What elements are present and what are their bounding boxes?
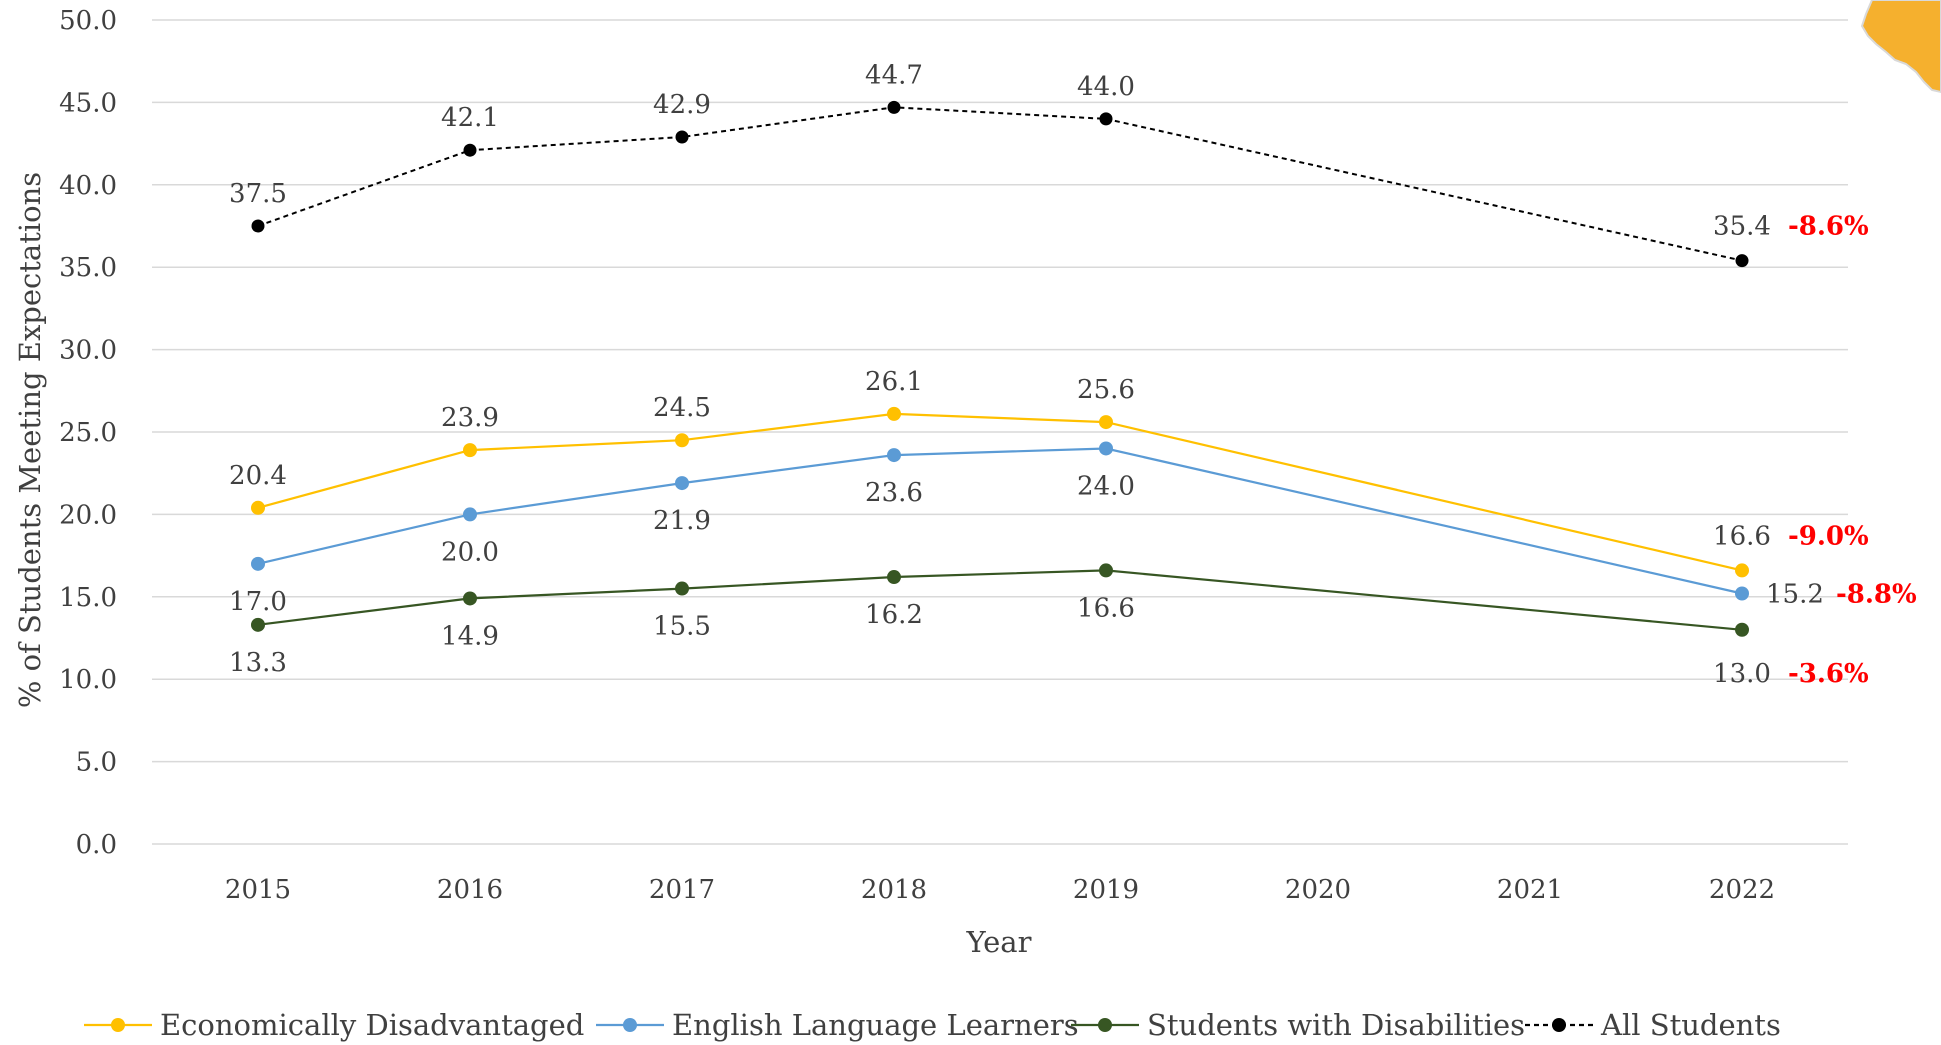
x-axis-title: Year	[966, 925, 1032, 959]
y-tick-label: 5.0	[76, 748, 117, 778]
y-tick-label: 50.0	[59, 6, 117, 36]
y-tick-label: 10.0	[59, 665, 117, 695]
y-tick-label: 40.0	[59, 171, 117, 201]
data-point	[1735, 563, 1749, 578]
change-label: -8.6%	[1788, 212, 1869, 242]
data-label: 17.0	[229, 587, 287, 617]
legend-label: Economically Disadvantaged	[160, 1008, 584, 1042]
x-tick-label: 2016	[437, 875, 503, 905]
y-tick-label: 25.0	[59, 418, 117, 448]
data-label: 16.6	[1077, 593, 1135, 623]
data-label: 35.4	[1713, 212, 1771, 242]
x-axis-ticks: 2015 2016 2017 2018 2019 2020 2021 2022	[225, 875, 1775, 905]
data-label: 13.3	[229, 648, 287, 678]
data-label: 25.6	[1077, 375, 1135, 405]
y-tick-label: 20.0	[59, 500, 117, 530]
data-point	[1099, 563, 1113, 578]
legend-swatch-marker	[1552, 1018, 1566, 1032]
legend-label: All Students	[1600, 1008, 1781, 1042]
data-label: 20.4	[229, 461, 287, 491]
data-point	[1735, 254, 1749, 268]
y-axis-title: % of Students Meeting Expectations	[13, 172, 47, 708]
data-label: 44.7	[865, 60, 923, 90]
data-point	[675, 476, 689, 491]
legend-label: Students with Disabilities	[1147, 1008, 1525, 1042]
data-point	[251, 219, 265, 233]
y-tick-label: 35.0	[59, 253, 117, 283]
x-tick-label: 2020	[1285, 875, 1351, 905]
data-label: 42.1	[441, 103, 499, 133]
change-label: -9.0%	[1788, 521, 1869, 551]
x-tick-label: 2015	[225, 875, 291, 905]
data-point	[675, 581, 689, 596]
data-point	[251, 617, 265, 632]
data-point	[887, 448, 901, 463]
data-label: 16.6	[1713, 521, 1771, 551]
y-tick-label: 45.0	[59, 88, 117, 118]
data-point	[1735, 622, 1749, 637]
data-label: 44.0	[1077, 72, 1135, 102]
data-label: 14.9	[441, 621, 499, 651]
data-point	[1735, 586, 1749, 601]
series-line-2	[257, 569, 1743, 631]
series-line-0	[257, 412, 1743, 572]
data-point	[887, 570, 901, 585]
x-tick-label: 2021	[1497, 875, 1563, 905]
data-point	[887, 406, 901, 421]
legend-swatch-marker	[1098, 1018, 1112, 1032]
data-point	[1099, 112, 1113, 126]
data-label: 26.1	[865, 367, 923, 397]
legend-label: English Language Learners	[672, 1008, 1079, 1042]
data-label: 21.9	[653, 506, 711, 536]
data-label: 23.6	[865, 478, 923, 508]
data-label: 20.0	[441, 537, 499, 567]
map-shape-decoration	[1860, 0, 1941, 94]
data-point	[1099, 441, 1113, 456]
data-point	[887, 100, 901, 114]
legend: Economically Disadvantaged English Langua…	[84, 1008, 1781, 1042]
y-tick-label: 30.0	[59, 336, 117, 366]
data-point	[675, 433, 689, 448]
x-tick-label: 2018	[861, 875, 927, 905]
data-label: 37.5	[229, 179, 287, 209]
data-label: 24.5	[653, 393, 711, 423]
series-lines	[251, 100, 1749, 637]
change-label: -3.6%	[1788, 659, 1869, 689]
data-label: 13.0	[1713, 659, 1771, 689]
x-tick-label: 2017	[649, 875, 715, 905]
series-line-3	[257, 106, 1743, 262]
data-labels: 20.4 23.9 24.5 26.1 25.6 16.6 -9.0% 17.0 20.0 21.…	[229, 60, 1917, 688]
data-point	[463, 143, 477, 157]
data-point	[251, 556, 265, 571]
data-label: 15.5	[653, 612, 711, 642]
change-label: -8.8%	[1836, 580, 1917, 610]
data-label: 16.2	[865, 600, 923, 630]
y-axis-ticks: 0.0 5.0 10.0 15.0 20.0 25.0 30.0 35.0 40.0 45.0 50…	[59, 6, 117, 860]
y-tick-label: 0.0	[76, 830, 117, 860]
data-label: 24.0	[1077, 471, 1135, 501]
data-point	[675, 130, 689, 144]
data-point	[463, 507, 477, 522]
x-tick-label: 2022	[1709, 875, 1775, 905]
series-line-1	[257, 447, 1743, 595]
x-tick-label: 2019	[1073, 875, 1139, 905]
data-label: 15.2	[1766, 580, 1824, 610]
data-point	[463, 591, 477, 606]
data-label: 23.9	[441, 403, 499, 433]
legend-swatch-marker	[111, 1018, 125, 1032]
data-point	[251, 500, 265, 515]
data-label: 42.9	[653, 90, 711, 120]
gridlines	[152, 19, 1848, 845]
legend-swatch-marker	[623, 1018, 637, 1032]
data-point	[1099, 415, 1113, 430]
y-tick-label: 15.0	[59, 583, 117, 613]
data-point	[463, 443, 477, 458]
